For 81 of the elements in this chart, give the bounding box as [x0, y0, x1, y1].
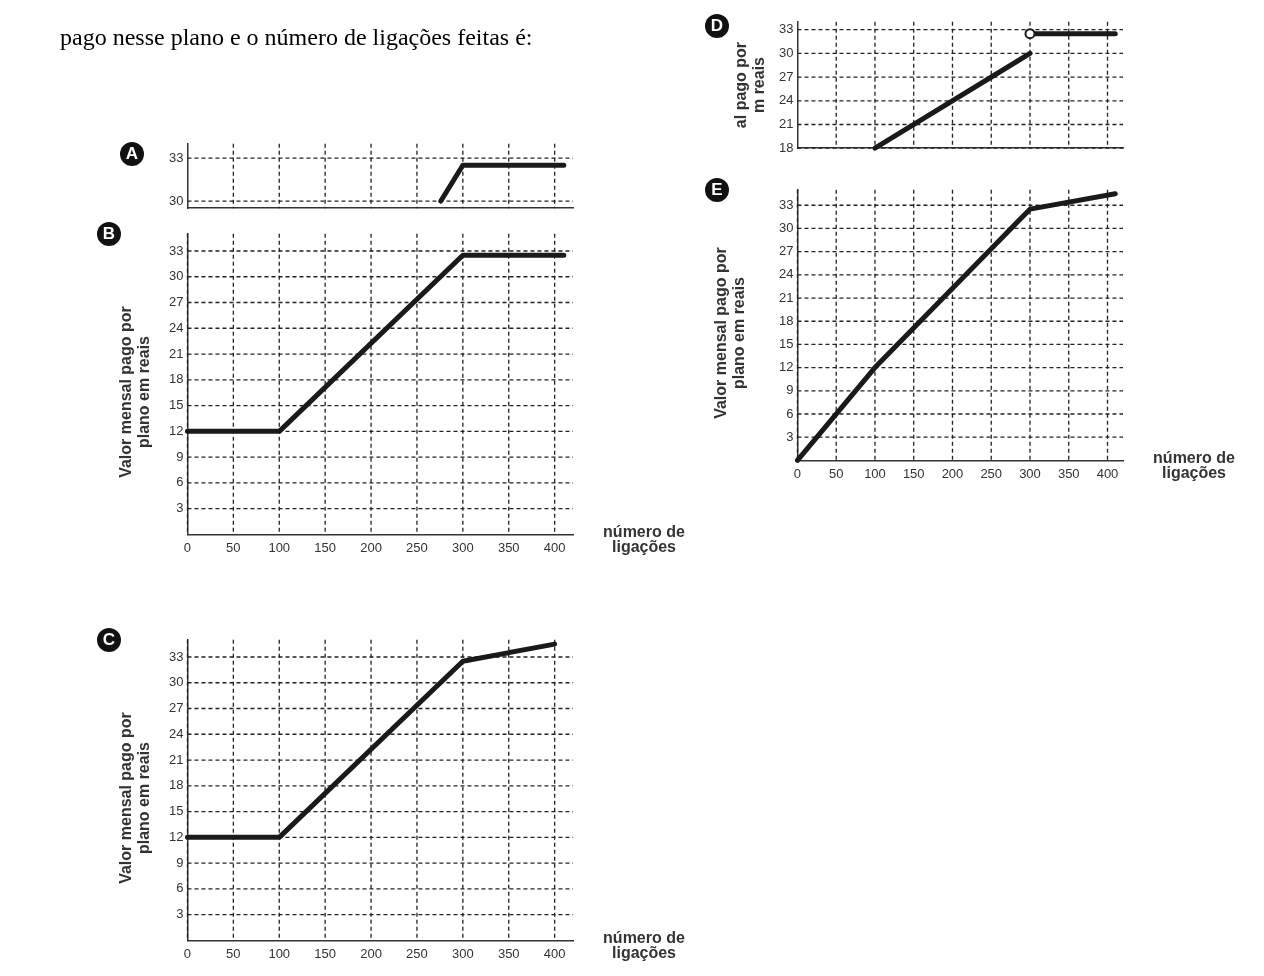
x-tick-label: 150: [902, 465, 925, 481]
y-tick-label: 33: [778, 21, 794, 37]
y-tick-label: 6: [176, 474, 184, 490]
y-tick-label: 27: [778, 68, 794, 84]
y-tick-label: 15: [168, 803, 184, 819]
x-tick-label: 200: [360, 945, 382, 961]
x-tick-label: 200: [941, 465, 964, 481]
y-tick-label: 33: [168, 242, 184, 258]
y-tick-label: 27: [168, 294, 184, 310]
x-tick-label: 400: [543, 945, 566, 961]
y-tick-label: 6: [786, 405, 794, 421]
y-tick-label: 21: [168, 751, 184, 767]
y-tick-label: 33: [778, 196, 794, 212]
y-tick-label: 21: [778, 116, 794, 132]
chart-title: B: [97, 222, 121, 246]
x-tick-label: 150: [314, 945, 336, 961]
y-tick-label: 15: [778, 336, 794, 352]
y-tick-label: 21: [168, 345, 184, 361]
y-tick-label: 3: [176, 906, 184, 922]
x-tick-label: 0: [183, 539, 192, 555]
x-tick-label: 50: [226, 539, 241, 555]
y-tick-label: 18: [168, 371, 184, 387]
chart-title: C: [97, 628, 121, 652]
y-tick-label: 30: [778, 220, 794, 236]
x-tick-label: 100: [268, 945, 291, 961]
x-axis-title: número de ligações: [602, 929, 686, 961]
y-tick-label: 12: [168, 422, 184, 438]
x-tick-label: 300: [451, 539, 474, 555]
x-tick-label: 50: [226, 945, 241, 961]
y-tick-label: 6: [176, 880, 184, 896]
x-tick-label: 350: [497, 945, 520, 961]
x-axis-title: número de ligações: [602, 523, 686, 555]
chart-title: A: [120, 142, 144, 166]
y-axis-title: Valor mensal pago por plano em reais: [712, 246, 748, 421]
y-tick-label: 27: [778, 243, 794, 259]
y-tick-label: 30: [168, 192, 184, 208]
y-axis-title: Valor mensal pago por plano em reais: [117, 711, 153, 886]
y-tick-label: 18: [168, 777, 184, 793]
y-tick-label: 12: [778, 359, 794, 375]
x-tick-label: 250: [980, 465, 1003, 481]
y-tick-label: 15: [168, 397, 184, 413]
y-tick-label: 30: [168, 268, 184, 284]
x-axis-title: número de ligações: [1152, 449, 1236, 481]
y-tick-label: 24: [168, 319, 184, 335]
x-tick-label: 350: [1057, 465, 1080, 481]
y-tick-label: 24: [168, 725, 184, 741]
x-tick-label: 300: [451, 945, 474, 961]
x-tick-label: 0: [793, 465, 802, 481]
y-tick-label: 9: [176, 854, 184, 870]
y-tick-label: 33: [168, 149, 184, 165]
x-tick-label: 250: [406, 945, 428, 961]
y-tick-label: 24: [778, 92, 794, 108]
text: pago nesse plano e o número de ligações feitas é:: [60, 23, 534, 52]
y-axis-title: al pago por m reais: [732, 40, 768, 131]
x-tick-label: 100: [864, 465, 886, 481]
chart-title: D: [705, 14, 729, 38]
y-tick-label: 30: [168, 674, 184, 690]
y-tick-label: 30: [778, 44, 794, 60]
y-tick-label: 24: [778, 266, 794, 282]
x-tick-label: 400: [543, 539, 566, 555]
y-tick-label: 21: [778, 289, 794, 305]
x-tick-label: 400: [1096, 465, 1119, 481]
y-tick-label: 18: [778, 139, 794, 155]
x-tick-label: 250: [406, 539, 428, 555]
x-tick-label: 300: [1019, 465, 1041, 481]
y-tick-label: 9: [786, 382, 794, 398]
y-tick-label: 27: [168, 700, 184, 716]
chart-title: E: [705, 178, 729, 202]
y-axis-title: Valor mensal pago por plano em reais: [117, 305, 153, 480]
y-tick-label: 3: [786, 428, 794, 444]
y-tick-label: 3: [176, 500, 184, 516]
x-tick-label: 200: [360, 539, 382, 555]
x-tick-label: 50: [828, 465, 844, 481]
y-tick-label: 18: [778, 312, 794, 328]
x-tick-label: 150: [314, 539, 336, 555]
y-tick-label: 12: [168, 828, 184, 844]
x-tick-label: 350: [497, 539, 520, 555]
y-tick-label: 9: [176, 448, 184, 464]
x-tick-label: 100: [268, 539, 291, 555]
x-tick-label: 0: [183, 945, 192, 961]
y-tick-label: 33: [168, 648, 184, 664]
